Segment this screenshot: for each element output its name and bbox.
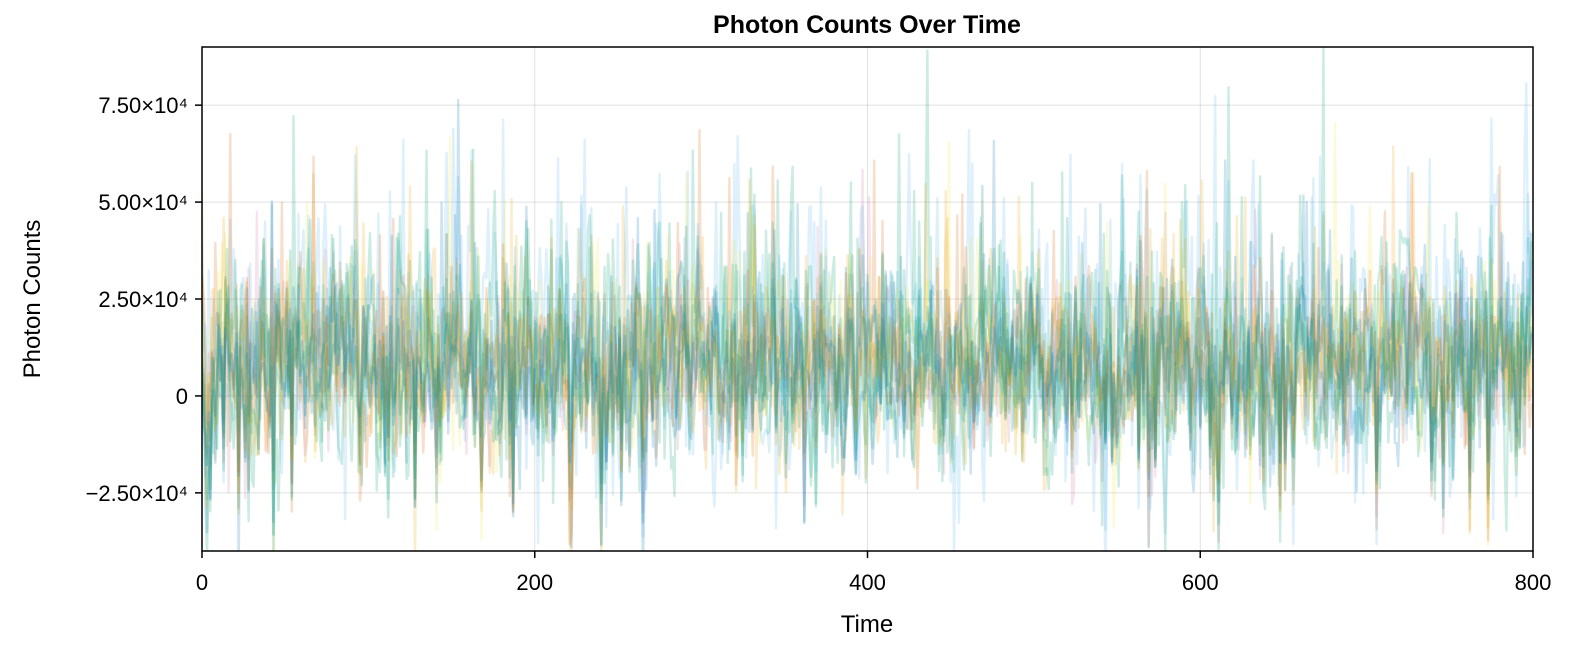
series-line-3 xyxy=(202,145,1533,551)
y-tick-label: 2.50×10⁴ xyxy=(98,287,188,312)
y-axis-label: Photon Counts xyxy=(19,220,46,379)
y-tick-label: 7.50×10⁴ xyxy=(98,93,188,118)
x-tick-label: 200 xyxy=(516,570,553,595)
series-line-6 xyxy=(202,139,1533,551)
series-line-4 xyxy=(202,168,1533,549)
y-tick-label: −2.50×10⁴ xyxy=(86,481,188,506)
series-line-5 xyxy=(202,122,1533,551)
series-line-9 xyxy=(202,138,1533,551)
series-line-7 xyxy=(202,129,1533,546)
series-line-1 xyxy=(202,49,1533,551)
y-tick-label: 5.00×10⁴ xyxy=(98,190,188,215)
y-tick-label: 0 xyxy=(176,384,188,409)
x-tick-label: 600 xyxy=(1182,570,1219,595)
series-lines xyxy=(202,47,1533,551)
x-tick-label: 400 xyxy=(849,570,886,595)
x-tick-label: 800 xyxy=(1515,570,1552,595)
chart-title: Photon Counts Over Time xyxy=(713,11,1021,39)
series-line-2 xyxy=(202,82,1533,551)
x-axis-ticks: 0 200 400 600 800 xyxy=(196,551,1551,595)
x-axis-label: Time xyxy=(841,611,893,638)
y-axis-ticks: −2.50×10⁴ 0 2.50×10⁴ 5.00×10⁴ 7.50×10⁴ xyxy=(86,93,202,506)
series-line-12 xyxy=(202,86,1533,551)
series-line-8 xyxy=(202,47,1533,543)
series-line-10 xyxy=(202,160,1533,551)
x-tick-label: 0 xyxy=(196,570,208,595)
series-line-11 xyxy=(202,98,1533,524)
